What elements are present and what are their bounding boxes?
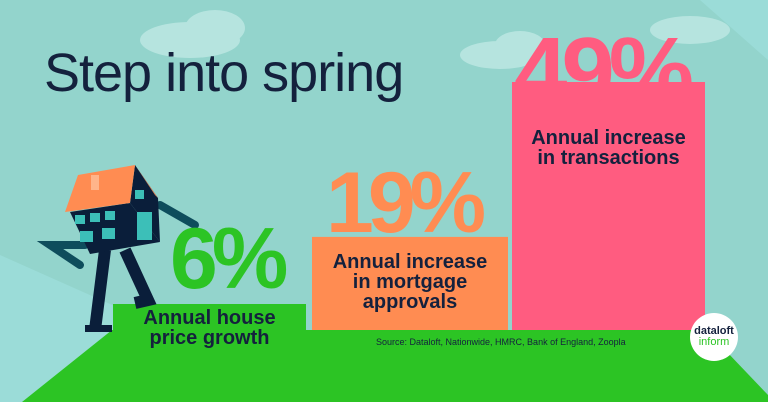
category-label-mortgage: Annual increase in mortgage approvals <box>312 252 508 312</box>
label-line: approvals <box>362 291 458 313</box>
category-label-house-price: Annual house price growth <box>113 308 306 348</box>
label-line: in mortgage <box>352 271 468 293</box>
value-label-mortgage: 19% <box>326 155 486 251</box>
bar-3 <box>512 82 705 330</box>
value-label-transactions: 49% <box>514 18 694 125</box>
light-corner <box>700 0 768 60</box>
logo-line: dataloft <box>694 325 734 337</box>
label-line: Annual increase <box>332 251 488 273</box>
label-line: Annual house <box>143 307 276 329</box>
label-line: price growth <box>149 327 270 349</box>
dataloft-logo: dataloft inform <box>690 313 738 361</box>
bar-2 <box>312 236 508 330</box>
page-title: Step into spring <box>44 43 404 103</box>
source-note: Source: Dataloft, Nationwide, HMRC, Bank… <box>376 337 626 347</box>
value-label-house-price: 6% <box>170 211 288 307</box>
label-line: in transactions <box>537 147 680 169</box>
logo-line: inform <box>698 336 730 348</box>
bar-1 <box>113 304 306 330</box>
green-ground <box>22 330 768 402</box>
clouds <box>140 10 730 69</box>
house-character-icon <box>36 165 199 332</box>
category-label-transactions: Annual increase in transactions <box>512 128 705 168</box>
label-line: Annual increase <box>531 127 686 149</box>
